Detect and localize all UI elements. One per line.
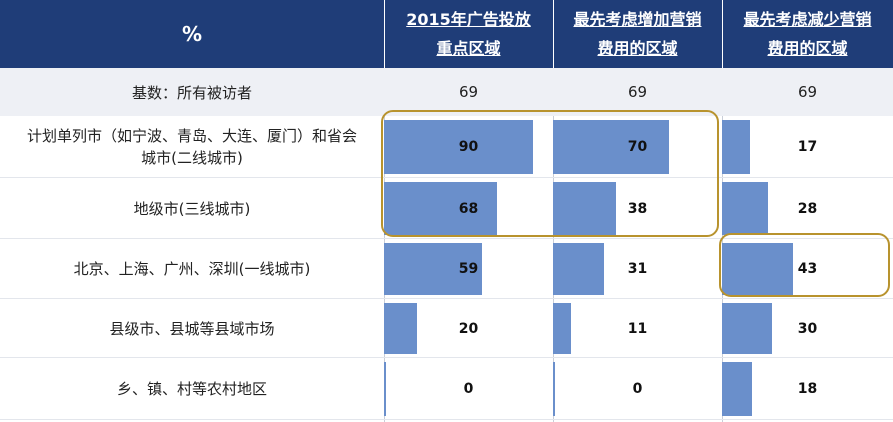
data-value-label: 31 xyxy=(627,261,648,277)
base-row xyxy=(0,68,893,116)
row-label-line: 北京、上海、广州、深圳(一线城市) xyxy=(73,260,311,278)
row-label: 县级市、县城等县域市场 xyxy=(0,299,384,358)
data-bar xyxy=(722,303,772,354)
data-value-label: 18 xyxy=(797,381,818,397)
data-bar xyxy=(722,182,769,235)
row-label-text: 北京、上海、广州、深圳(一线城市) xyxy=(74,258,311,280)
data-value-label: 68 xyxy=(458,200,479,217)
data-bar xyxy=(384,243,482,295)
base-value: 69 xyxy=(797,83,818,101)
header-separator xyxy=(722,0,723,68)
row-label: 地级市(三线城市) xyxy=(0,178,384,239)
base-label: 基数：所有被访者 xyxy=(131,83,252,102)
data-value-label: 20 xyxy=(458,320,479,337)
header-col-line2: 费用的区域 xyxy=(767,39,848,58)
header-separator xyxy=(553,0,554,68)
row-separator xyxy=(0,238,893,239)
row-separator xyxy=(0,177,893,178)
row-label: 北京、上海、广州、深圳(一线城市) xyxy=(0,239,384,299)
data-value-label: 59 xyxy=(458,261,479,277)
data-bar xyxy=(553,362,555,416)
header-percent-label: % xyxy=(181,22,203,46)
data-value-label: 43 xyxy=(797,261,818,277)
data-value-label: 28 xyxy=(797,200,818,217)
row-label-text: 计划单列市（如宁波、青岛、大连、厦门）和省会 城市(二线城市) xyxy=(27,125,357,169)
base-value: 69 xyxy=(458,83,479,101)
header-separator xyxy=(384,0,385,68)
data-value-label: 0 xyxy=(463,381,474,397)
data-value-label: 70 xyxy=(627,139,648,155)
data-bar xyxy=(553,182,617,235)
highlight-box xyxy=(719,233,890,297)
data-value-label: 11 xyxy=(627,320,648,337)
row-separator xyxy=(0,298,893,299)
data-bar xyxy=(384,182,497,235)
data-bar xyxy=(553,303,572,354)
row-separator xyxy=(0,357,893,358)
data-value-label: 30 xyxy=(797,320,818,337)
base-value: 69 xyxy=(627,83,648,101)
row-label-line: 地级市(三线城市) xyxy=(133,199,251,218)
row-separator xyxy=(0,419,893,420)
header-col-line1: 最先考虑增加营销 xyxy=(573,10,702,29)
data-bar xyxy=(722,362,752,416)
data-bar xyxy=(553,243,605,295)
header-col-line2: 重点区域 xyxy=(436,39,501,58)
header-col-decrease: 最先考虑减少营销 费用的区域 xyxy=(722,0,893,68)
data-value-label: 38 xyxy=(627,200,648,217)
data-value-label: 0 xyxy=(632,381,643,397)
data-value-label: 90 xyxy=(458,139,479,155)
data-bar xyxy=(384,362,386,416)
row-label: 计划单列市（如宁波、青岛、大连、厦门）和省会 城市(二线城市) xyxy=(0,116,384,178)
row-label: 乡、镇、村等农村地区 xyxy=(0,358,384,420)
data-value-label: 17 xyxy=(797,139,818,155)
data-bar xyxy=(384,120,534,174)
header-col-line1: 最先考虑减少营销 xyxy=(743,10,872,29)
header-col-ad-focus: 2015年广告投放 重点区域 xyxy=(384,0,553,68)
header-col-increase: 最先考虑增加营销 费用的区域 xyxy=(553,0,722,68)
row-label-text: 县级市、县城等县域市场 xyxy=(109,318,274,340)
highlight-box xyxy=(381,110,719,237)
row-label-line: 城市(二线城市) xyxy=(141,149,243,167)
data-bar xyxy=(722,243,794,295)
row-label-line: 县级市、县城等县域市场 xyxy=(109,319,275,338)
row-label-line: 计划单列市（如宁波、青岛、大连、厦门）和省会 xyxy=(26,127,357,145)
data-bar xyxy=(384,303,418,354)
header-col-line2: 费用的区域 xyxy=(597,39,678,58)
row-label-text: 乡、镇、村等农村地区 xyxy=(117,378,267,400)
data-bar xyxy=(553,120,670,174)
row-label-line: 乡、镇、村等农村地区 xyxy=(116,380,267,398)
header-col-line1: 2015年广告投放 xyxy=(406,10,531,29)
header-bar xyxy=(0,0,893,68)
row-label-text: 地级市(三线城市) xyxy=(134,198,251,220)
data-bar xyxy=(722,120,751,174)
